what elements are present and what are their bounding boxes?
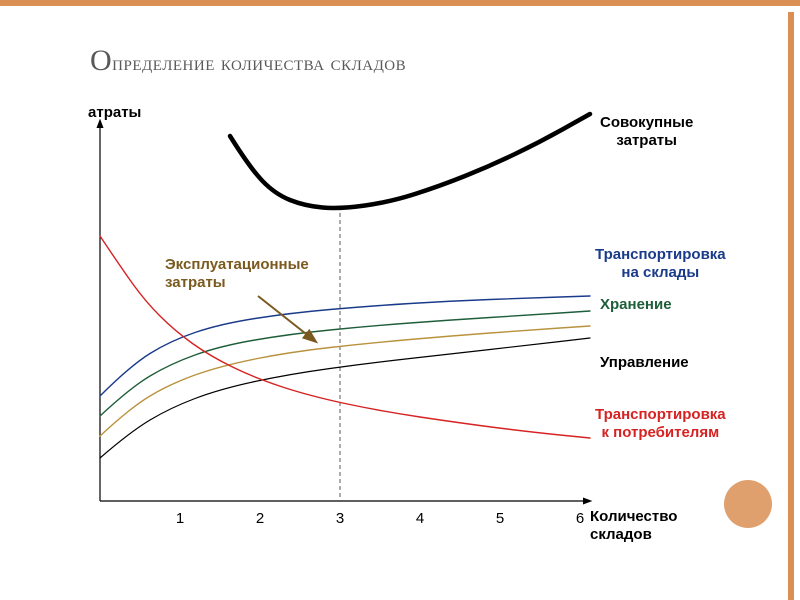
series-label-storage: Хранение [600,296,672,314]
plot-area [90,106,710,546]
series-label-transport_to_wh: Транспортировка на склады [595,246,726,282]
page-title: Определение количества складов [90,44,406,78]
title-first-letter: О [90,44,112,77]
accent-dot [724,480,772,528]
series-label-management: Управление [600,354,689,372]
x-tick: 5 [490,510,510,527]
x-tick: 3 [330,510,350,527]
series-management [100,338,590,458]
x-tick: 6 [570,510,590,527]
series-label-transport_to_cust: Транспортировка к потребителям [595,406,726,442]
series-exploitation [100,326,590,436]
x-tick: 1 [170,510,190,527]
slide: Определение количества складов атраты 12… [0,0,800,600]
title-rest: пределение количества складов [112,50,406,75]
right-accent-stripe [788,12,794,600]
x-axis-label: Количество складов [590,508,677,544]
cost-chart: атраты 123456 Количество складов Совокуп… [90,106,710,546]
series-label-total: Совокупные затраты [600,114,693,150]
x-tick: 4 [410,510,430,527]
exploitation-arrow [258,296,315,341]
x-tick: 2 [250,510,270,527]
series-storage [100,311,590,416]
exploitation-label: Эксплуатационные затраты [165,256,309,292]
series-total [230,114,590,208]
